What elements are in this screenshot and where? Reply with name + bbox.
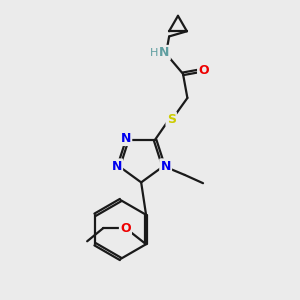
Text: S: S — [167, 113, 176, 126]
Text: H: H — [150, 48, 159, 58]
Text: N: N — [160, 160, 171, 172]
Text: O: O — [120, 221, 131, 235]
Text: N: N — [159, 46, 170, 59]
Text: N: N — [121, 132, 131, 145]
Text: N: N — [112, 160, 122, 172]
Text: O: O — [198, 64, 209, 77]
